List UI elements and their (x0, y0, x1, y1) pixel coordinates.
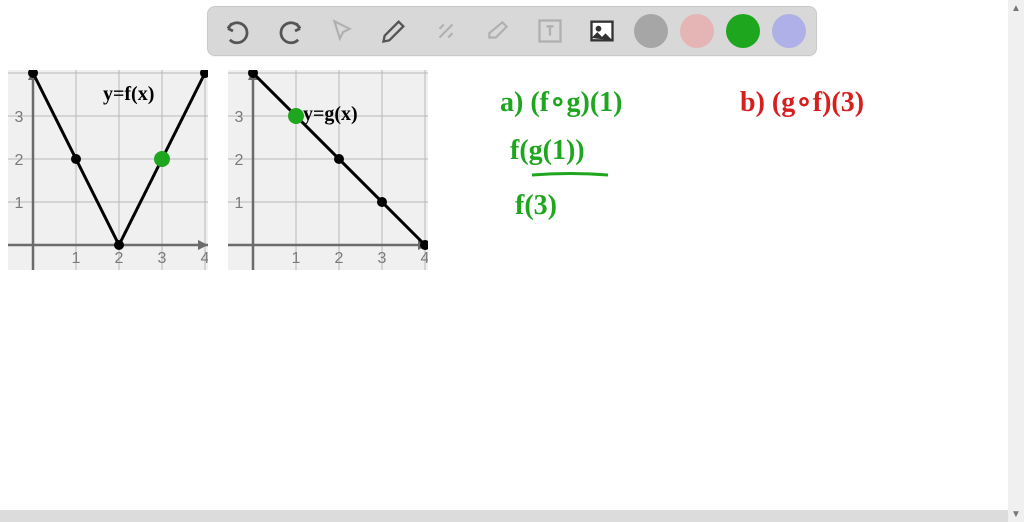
svg-text:4: 4 (201, 250, 208, 267)
color-pink-swatch[interactable] (680, 14, 714, 48)
redo-button[interactable] (270, 11, 310, 51)
annotation-b-line1: b) (g∘f)(3) (740, 85, 864, 119)
scroll-up-icon[interactable]: ▲ (1008, 0, 1024, 16)
annotation-a-line1: a) (f∘g)(1) (500, 85, 622, 119)
svg-text:1: 1 (15, 195, 24, 212)
a-prefix: a) (500, 87, 523, 118)
text-tool[interactable] (530, 11, 570, 51)
color-purple-swatch[interactable] (772, 14, 806, 48)
pen-tool[interactable] (374, 11, 414, 51)
svg-text:1: 1 (72, 250, 81, 267)
graph-g: 1 2 3 4 1 2 3 y=g(x) (228, 70, 428, 270)
bottom-bar (0, 510, 1008, 522)
undo-button[interactable] (218, 11, 258, 51)
annotation-a-line3: f(3) (515, 190, 557, 222)
annotation-a-line2: f(g(1)) (510, 135, 585, 167)
svg-text:2: 2 (15, 152, 24, 169)
color-green-swatch[interactable] (726, 14, 760, 48)
svg-text:3: 3 (15, 109, 24, 126)
a-expr1: (f∘g)(1) (530, 87, 622, 118)
svg-text:1: 1 (292, 250, 301, 267)
underline-g1 (530, 170, 610, 180)
svg-text:3: 3 (235, 109, 244, 126)
b-prefix: b) (740, 87, 765, 118)
svg-text:2: 2 (115, 250, 124, 267)
svg-text:3: 3 (378, 250, 387, 267)
scrollbar[interactable]: ▲ ▼ (1008, 0, 1024, 522)
eraser-tool[interactable] (478, 11, 518, 51)
toolbar (207, 6, 817, 56)
svg-text:4: 4 (421, 250, 428, 267)
svg-text:3: 3 (158, 250, 167, 267)
tools-icon[interactable] (426, 11, 466, 51)
svg-text:2: 2 (235, 152, 244, 169)
b-expr1: (g∘f)(3) (772, 87, 864, 118)
pointer-tool[interactable] (322, 11, 362, 51)
svg-text:1: 1 (235, 195, 244, 212)
scroll-down-icon[interactable]: ▼ (1008, 506, 1024, 522)
svg-text:y=g(x): y=g(x) (303, 103, 358, 125)
graph-f: 1 2 3 4 1 2 3 y=f(x) (8, 70, 208, 270)
svg-text:y=f(x): y=f(x) (103, 83, 154, 105)
image-tool[interactable] (582, 11, 622, 51)
svg-text:2: 2 (335, 250, 344, 267)
color-gray-swatch[interactable] (634, 14, 668, 48)
